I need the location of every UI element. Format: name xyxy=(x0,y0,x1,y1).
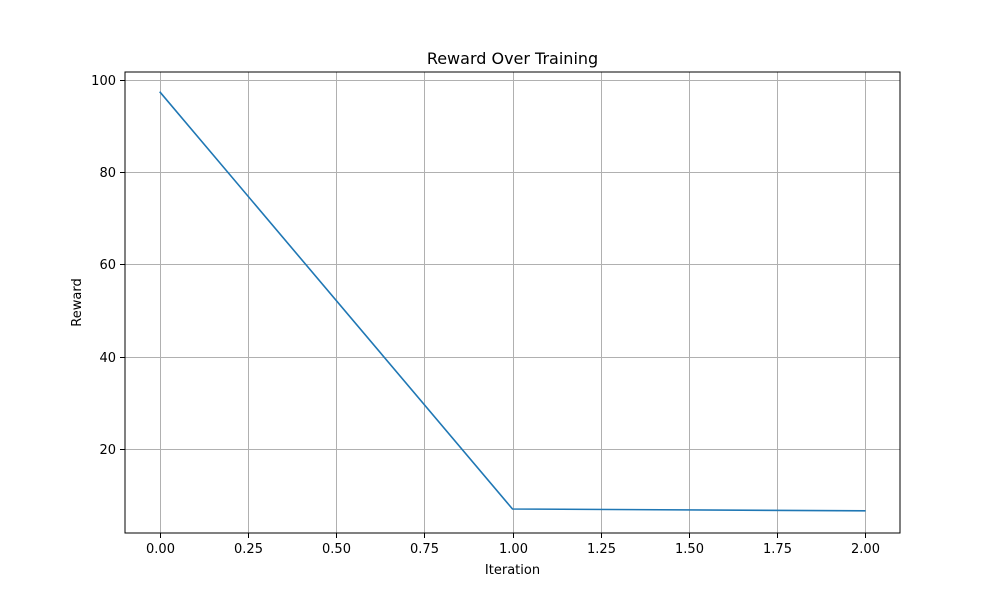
x-tick-label: 0.75 xyxy=(410,542,439,557)
x-tick-label: 0.25 xyxy=(234,542,263,557)
x-tick-label: 2.00 xyxy=(851,542,880,557)
series-line xyxy=(159,91,866,512)
x-tick-label: 1.75 xyxy=(763,542,792,557)
x-axis-label: Iteration xyxy=(485,563,540,578)
x-tick-label: 1.00 xyxy=(499,542,528,557)
chart-title: Reward Over Training xyxy=(427,49,598,68)
axis-ticks: 0.00 0.25 0.50 0.75 1.00 1.25 1.50 1.75 2.00 20 40… xyxy=(91,74,880,557)
y-tick-label: 80 xyxy=(99,166,116,181)
plot-area xyxy=(125,72,900,533)
grid xyxy=(125,72,900,533)
y-tick-label: 60 xyxy=(99,258,116,273)
y-axis-label: Reward xyxy=(70,278,85,326)
x-tick-label: 0.00 xyxy=(146,542,175,557)
y-tick-label: 20 xyxy=(99,443,116,458)
x-tick-label: 0.50 xyxy=(322,542,351,557)
x-tick-label: 1.50 xyxy=(675,542,704,557)
series-layer xyxy=(159,91,866,512)
axes-frame xyxy=(124,71,901,534)
y-tick-label: 100 xyxy=(91,74,116,89)
x-tick-label: 1.25 xyxy=(587,542,616,557)
y-tick-label: 40 xyxy=(99,351,116,366)
